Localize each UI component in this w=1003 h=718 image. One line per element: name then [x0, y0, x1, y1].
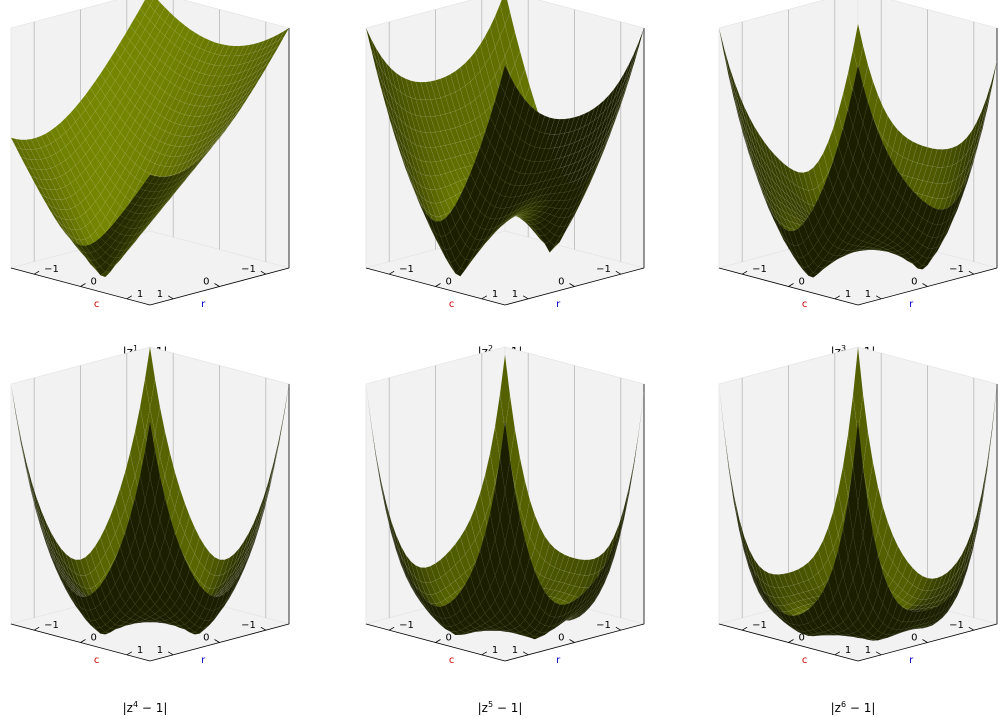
c-tick-label: 1 [492, 289, 498, 300]
subplot-4: −1 −1 0 0 1 1 r c |z4 − 1| [9, 346, 291, 715]
c-tick [80, 283, 86, 287]
surface [10, 0, 290, 278]
surface [365, 0, 645, 277]
c-axis-label: c [449, 655, 455, 666]
r-axis-label: r [556, 299, 561, 310]
c-axis-label: c [449, 299, 455, 310]
c-tick-label: 0 [91, 633, 97, 644]
r-tick [260, 270, 267, 275]
surface-patch [144, 174, 156, 184]
r-tick-label: 1 [512, 645, 518, 656]
r-tick [214, 283, 220, 287]
c-tick-label: 0 [446, 633, 452, 644]
r-axis-label: r [909, 655, 914, 666]
r-tick-label: −1 [596, 264, 611, 275]
subplot-title: |z6 − 1| [831, 700, 876, 715]
c-tick [388, 270, 395, 275]
c-tick-label: 1 [137, 289, 143, 300]
r-tick-label: 1 [157, 645, 163, 656]
c-tick-label: 1 [137, 645, 143, 656]
c-tick [481, 295, 488, 300]
surface-patch [499, 64, 511, 95]
r-tick-label: −1 [241, 620, 256, 631]
subplot-title: |z4 − 1| [123, 700, 168, 715]
r-tick-label: −1 [241, 264, 256, 275]
r-axis-label: r [909, 299, 914, 310]
c-axis-label: c [94, 299, 100, 310]
c-tick-label: −1 [752, 264, 767, 275]
c-axis-label: c [94, 655, 100, 666]
r-tick-label: 0 [558, 633, 564, 644]
r-tick-label: 0 [203, 277, 209, 288]
c-tick-label: 0 [446, 277, 452, 288]
c-tick-label: 0 [799, 277, 805, 288]
r-tick-label: 1 [865, 289, 871, 300]
r-tick [569, 283, 575, 287]
c-tick-label: −1 [44, 620, 59, 631]
r-axis-label: r [201, 299, 206, 310]
r-tick-label: 1 [512, 289, 518, 300]
r-tick-label: −1 [949, 620, 964, 631]
c-tick [33, 270, 40, 275]
c-tick-label: 1 [845, 645, 851, 656]
r-tick-label: 0 [911, 633, 917, 644]
subplot-title: |z5 − 1| [478, 700, 523, 715]
r-tick-label: 1 [865, 645, 871, 656]
subplot-5: −1 −1 0 0 1 1 r c |z5 − 1| [364, 346, 646, 715]
c-tick-label: −1 [399, 264, 414, 275]
c-tick-label: −1 [44, 264, 59, 275]
r-tick [167, 295, 174, 300]
r-tick-label: 0 [203, 633, 209, 644]
r-tick-label: −1 [949, 264, 964, 275]
subplot-6: −1 −1 0 0 1 1 r c |z6 − 1| [717, 346, 999, 715]
c-tick-label: −1 [752, 620, 767, 631]
c-tick-label: 0 [91, 277, 97, 288]
c-tick-label: 0 [799, 633, 805, 644]
c-tick [126, 295, 133, 300]
r-tick [615, 270, 622, 275]
c-axis-label: c [802, 299, 808, 310]
r-tick-label: −1 [596, 620, 611, 631]
c-tick-label: −1 [399, 620, 414, 631]
c-axis-label: c [802, 655, 808, 666]
c-tick-label: 1 [845, 289, 851, 300]
r-tick-label: 0 [911, 277, 917, 288]
r-tick [522, 295, 529, 300]
r-axis-label: r [556, 655, 561, 666]
r-tick-label: 1 [157, 289, 163, 300]
r-axis-label: r [201, 655, 206, 666]
r-tick-label: 0 [558, 277, 564, 288]
c-tick [435, 283, 441, 287]
c-tick-label: 1 [492, 645, 498, 656]
surface [718, 23, 998, 278]
